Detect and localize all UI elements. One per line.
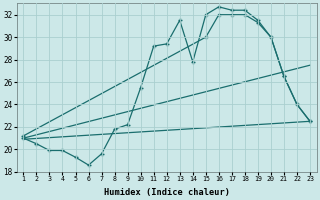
X-axis label: Humidex (Indice chaleur): Humidex (Indice chaleur): [104, 188, 230, 197]
